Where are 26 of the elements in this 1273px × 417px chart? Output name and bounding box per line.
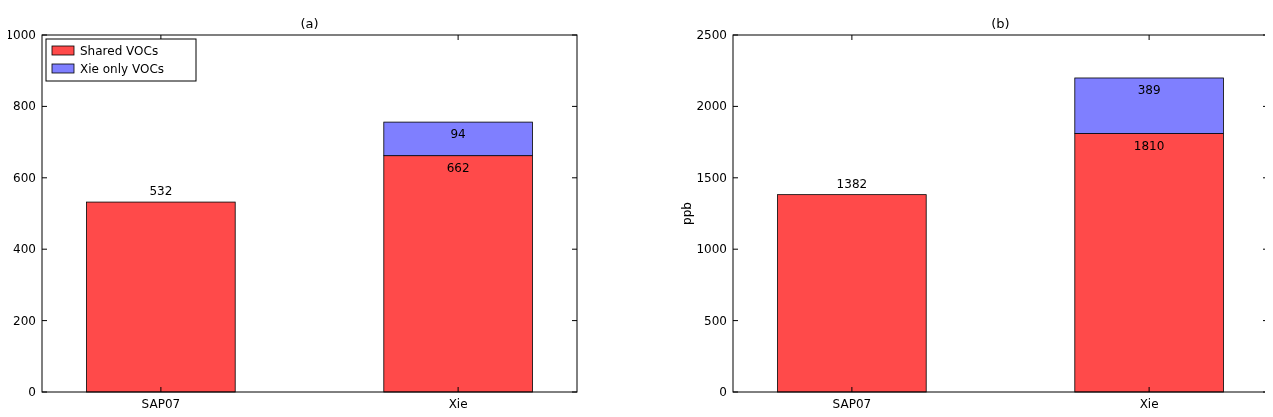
y-tick-label: 400 <box>13 242 36 257</box>
legend-label: Xie only VOCs <box>80 62 165 76</box>
y-tick-label: 800 <box>13 99 36 114</box>
y-tick-label: 0 <box>28 385 36 399</box>
y-tick-label: 2500 <box>696 28 727 42</box>
y-tick-label: 600 <box>13 170 36 185</box>
y-tick-label: 500 <box>704 313 727 328</box>
y-axis-title: ppb <box>680 202 694 225</box>
data-label: 94 <box>450 127 466 142</box>
x-tick-label: Xie <box>1139 397 1159 411</box>
data-label: 1382 <box>836 176 868 191</box>
x-tick-label: Xie <box>448 397 468 411</box>
data-label: 532 <box>149 184 173 199</box>
legend-label: Shared VOCs <box>80 44 159 58</box>
y-tick-label: 2000 <box>696 99 727 114</box>
data-label: 1810 <box>1133 138 1165 153</box>
y-tick-label: 200 <box>13 313 36 328</box>
x-tick-label: SAP07 <box>832 397 872 411</box>
chart-title: (a) <box>300 16 319 31</box>
y-tick-label: 1000 <box>696 242 727 257</box>
y-tick-label: 1500 <box>696 170 727 185</box>
chart-title: (b) <box>991 16 1010 31</box>
data-label: 662 <box>446 160 470 175</box>
x-tick-label: SAP07 <box>141 397 181 411</box>
data-label: 389 <box>1137 82 1161 97</box>
y-tick-label: 0 <box>719 385 727 399</box>
